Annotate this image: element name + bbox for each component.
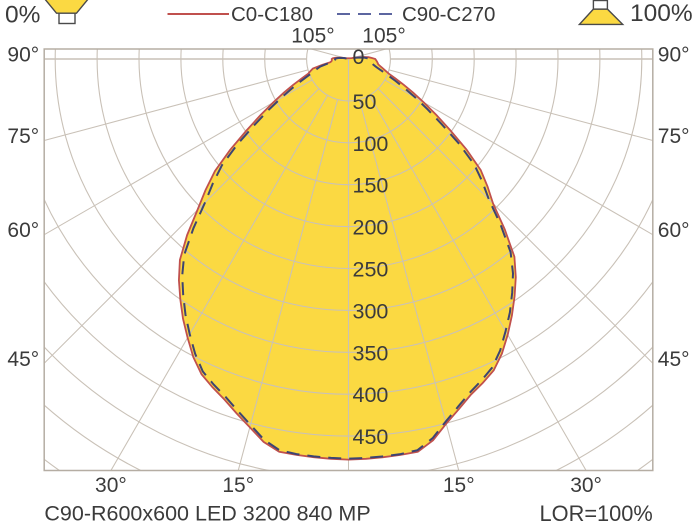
uplight-percent-label: 0% [5, 2, 40, 29]
angle-label-left: 45° [7, 348, 39, 371]
angle-label-left: 75° [7, 125, 39, 148]
angle-label-right: 75° [658, 125, 690, 148]
curve-c90-c270 [181, 56, 515, 460]
grid-radial [110, 95, 329, 471]
angle-label-right: 60° [658, 219, 690, 242]
downlight-percent-label: 100% [630, 0, 693, 27]
light-distribution-fill [178, 57, 516, 460]
downlight-beam-shape [577, 8, 625, 26]
angle-label-top: 105° [291, 25, 334, 48]
uplight-luminaire-icon [44, 0, 89, 25]
ring-value-label: 200 [353, 216, 389, 240]
grid-radial [44, 69, 309, 142]
angle-label-bottom: 15° [222, 474, 254, 497]
grid-radial [44, 79, 313, 236]
ring-value-label: 0 [353, 45, 365, 69]
ring-value-label: 150 [353, 174, 389, 198]
angle-label-bottom: 15° [443, 474, 475, 497]
angle-label-top: 105° [362, 25, 405, 48]
angle-label-bottom: 30° [570, 474, 602, 497]
downlight-luminaire-icon [577, 0, 625, 26]
angle-label-left: 60° [7, 219, 39, 242]
ring-value-label: 100 [353, 132, 389, 156]
grid-radial [358, 99, 460, 471]
legend-label-c0-c180: C0-C180 [231, 3, 313, 26]
luminaire-name-caption: C90-R600x600 LED 3200 840 MP [44, 502, 370, 526]
downlight-luminaire-box [592, 0, 609, 10]
uplight-luminaire-box [58, 12, 76, 25]
angle-label-right: 45° [658, 348, 690, 371]
ring-value-label: 350 [353, 341, 389, 365]
angle-label-bottom: 30° [95, 474, 127, 497]
uplight-beam-shape [44, 0, 89, 14]
ring-value-label: 400 [353, 383, 389, 407]
grid-radial [384, 79, 653, 236]
grid-radial [388, 69, 653, 142]
chart-frame [43, 48, 654, 472]
legend-label-c90-c270: C90-C270 [402, 3, 495, 26]
legend: C0-C180 C90-C270 [167, 3, 495, 26]
ring-value-label: 50 [353, 90, 377, 114]
grid-radial [377, 88, 653, 364]
grid-radial [44, 88, 320, 364]
grid-radial [368, 95, 587, 471]
angle-label-right: 90° [658, 44, 690, 67]
axis-labels: 0 50 100 150 200 250 300 350 400 450 90° 90° 75° 75° 6… [7, 25, 689, 498]
ring-value-label: 300 [353, 299, 389, 323]
lor-caption: LOR=100% [540, 501, 653, 526]
ring-value-label: 250 [353, 258, 389, 282]
ring-value-label: 450 [353, 425, 389, 449]
grid-radial [237, 99, 339, 471]
angle-label-left: 90° [7, 44, 39, 67]
